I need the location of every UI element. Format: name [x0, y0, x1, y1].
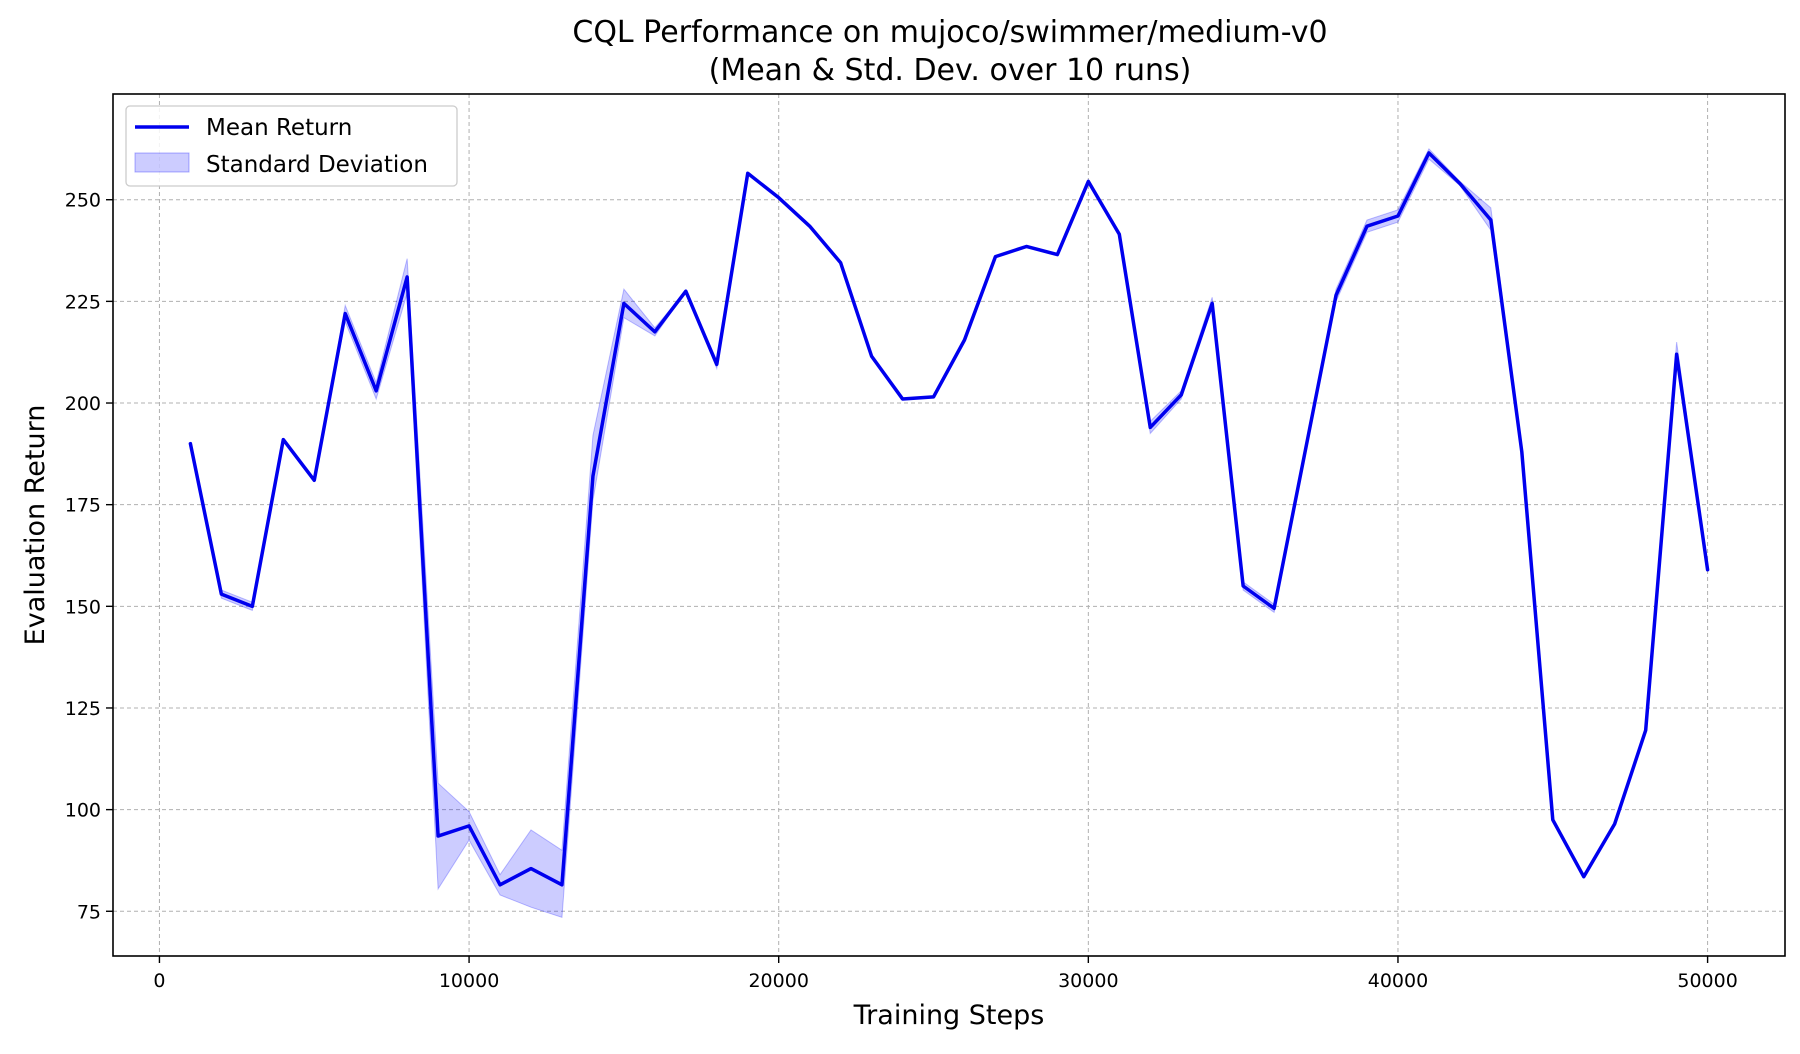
x-axis-ticks: 0 10000 20000 30000 40000 50000 — [153, 956, 1738, 992]
std-band — [189, 148, 1709, 919]
chart-subtitle: (Mean & Std. Dev. over 10 runs) — [709, 53, 1192, 88]
std-band-layer — [189, 148, 1709, 919]
x-tick-label: 30000 — [1058, 970, 1118, 992]
x-tick-label: 50000 — [1677, 970, 1737, 992]
legend-std-label: Standard Deviation — [206, 152, 428, 178]
y-tick-label: 250 — [65, 190, 101, 212]
x-axis-label: Training Steps — [853, 1000, 1045, 1031]
x-tick-label: 10000 — [439, 970, 499, 992]
x-tick-label: 20000 — [748, 970, 808, 992]
mean-line-layer — [188, 151, 1710, 887]
y-axis-label: Evaluation Return — [20, 405, 51, 646]
y-tick-label: 200 — [65, 393, 101, 415]
y-axis-ticks: 75 100 125 150 175 200 225 250 — [65, 190, 113, 923]
legend-std-swatch — [134, 152, 190, 173]
y-tick-label: 75 — [77, 901, 101, 923]
plot-frame — [112, 93, 1786, 957]
grid — [113, 94, 1785, 956]
y-tick-label: 125 — [65, 698, 101, 720]
legend: Mean Return Standard Deviation — [125, 105, 458, 187]
chart-title: CQL Performance on mujoco/swimmer/medium… — [572, 15, 1327, 50]
legend-mean-label: Mean Return — [206, 115, 352, 141]
y-tick-label: 175 — [65, 495, 101, 517]
x-tick-label: 0 — [153, 970, 165, 992]
mean-return-line — [188, 151, 1710, 887]
legend-box — [125, 105, 458, 187]
x-tick-label: 40000 — [1368, 970, 1428, 992]
y-tick-label: 225 — [65, 291, 101, 313]
y-tick-label: 100 — [65, 800, 101, 822]
y-tick-label: 150 — [65, 596, 101, 618]
